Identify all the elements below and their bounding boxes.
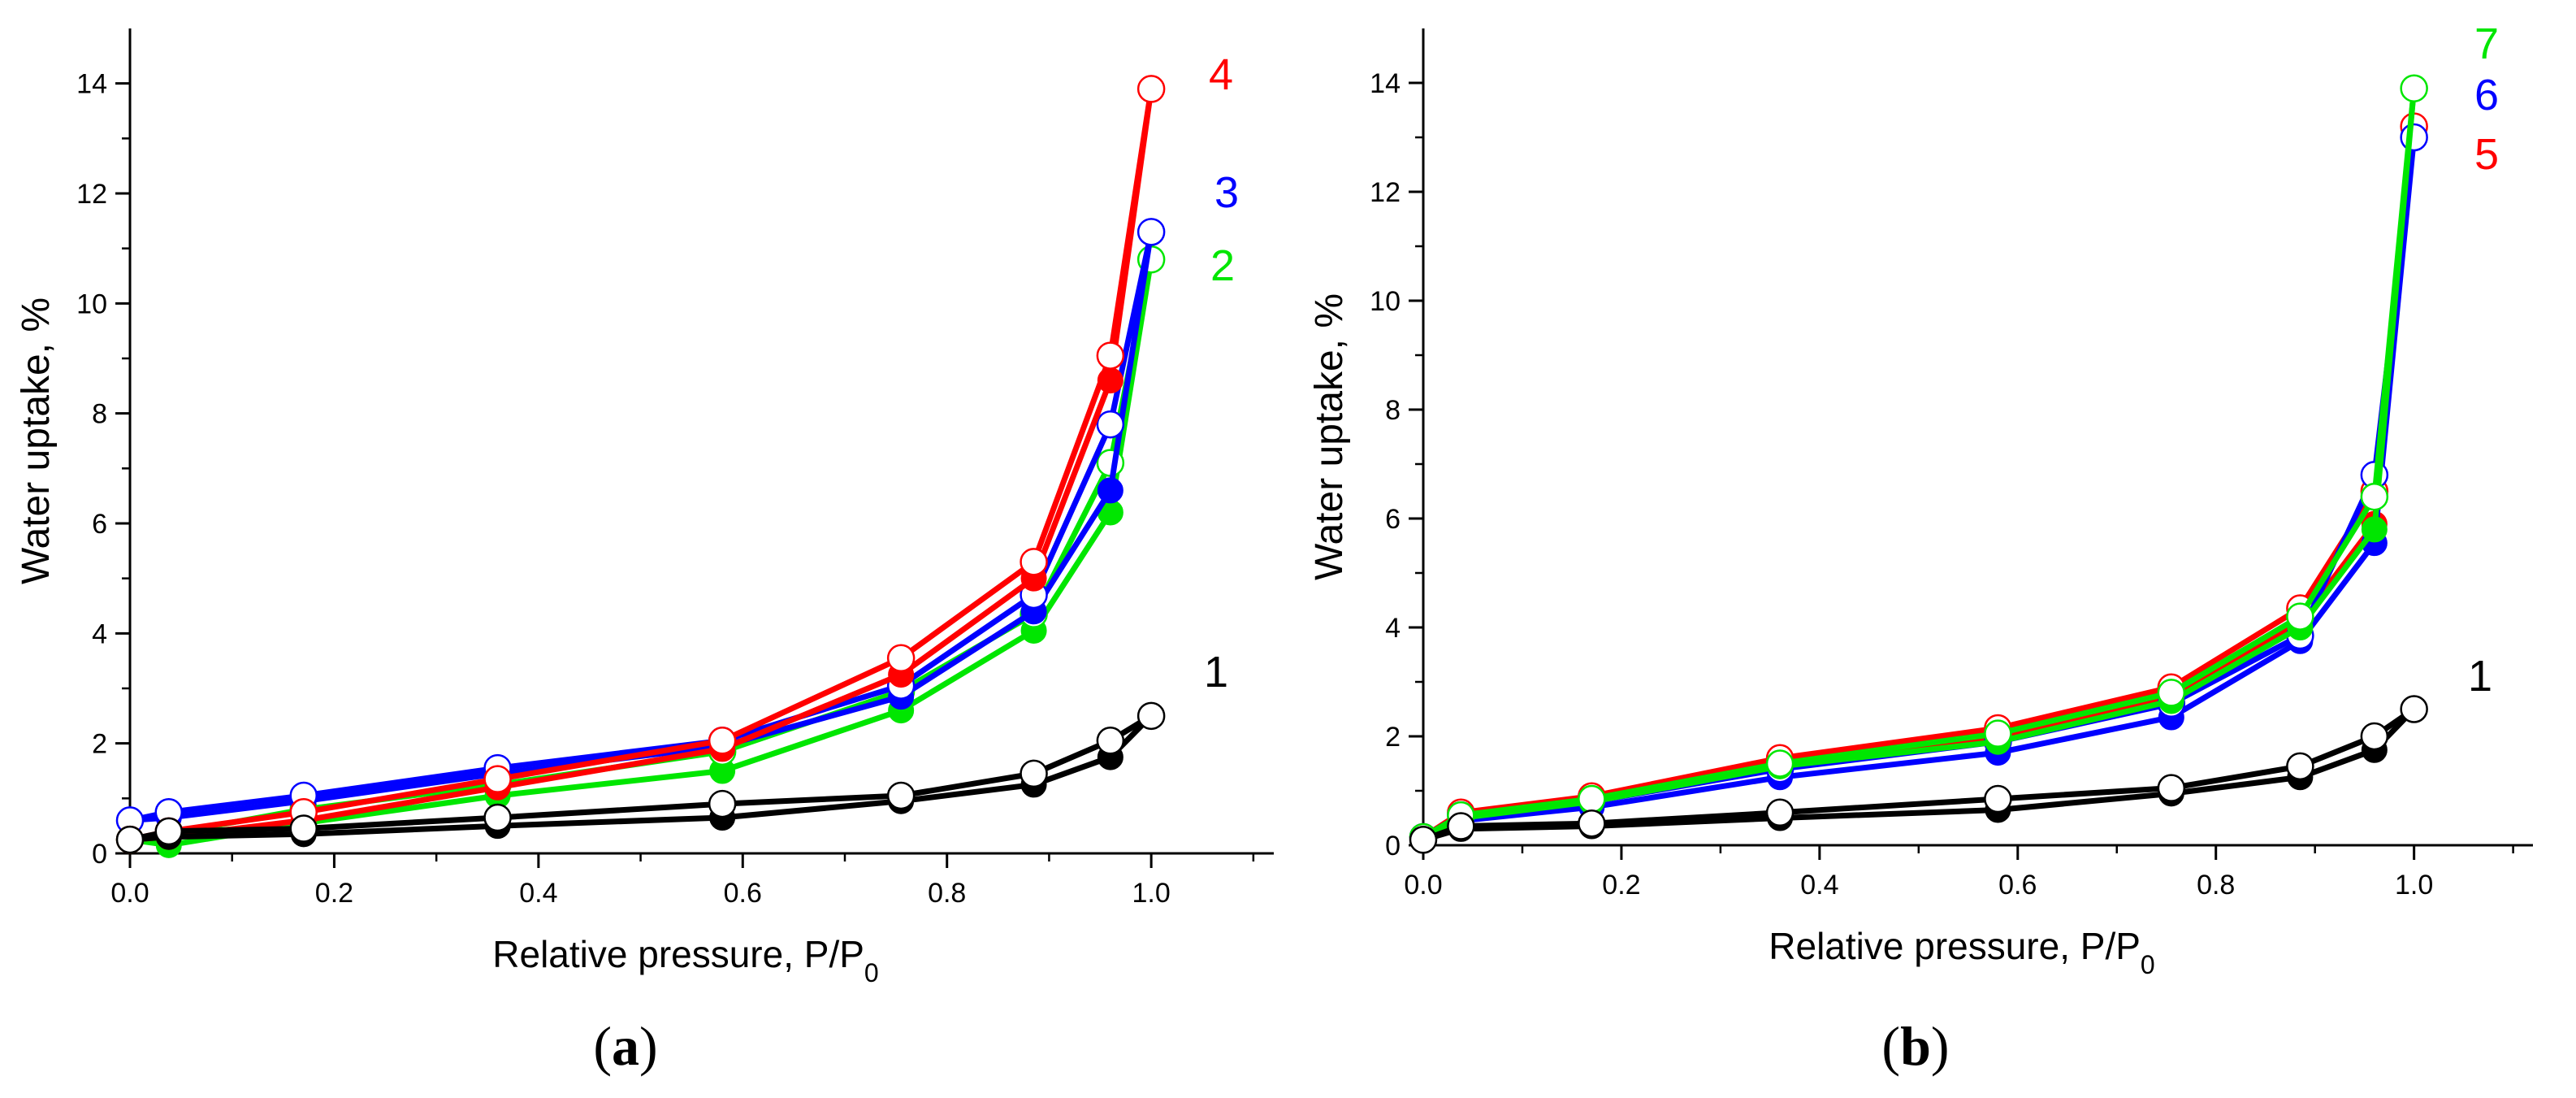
panel-a-series-1-desorption-point (1136, 701, 1166, 731)
panel-a-series-4-adsorption-point (1097, 367, 1123, 394)
panel-a-y-tick-label: 0 (92, 839, 107, 870)
panel-b-y-tick-label: 12 (1370, 177, 1401, 208)
panel-a-x-tick-label: 1.0 (1132, 878, 1171, 909)
panel-a-series-1-desorption-point (1096, 727, 1125, 755)
panel-b-y-axis-title: Water uptake, % (1308, 293, 1351, 580)
panel-b-x-tick-label: 0.0 (1404, 870, 1442, 901)
panel-b-curve-label-5: 5 (2474, 130, 2499, 179)
panel-a-y-tick-label: 6 (92, 509, 107, 540)
panel-a-series-1 (115, 701, 1166, 854)
panel-a-series-3-adsorption-point (1097, 477, 1123, 504)
panel-a-y-axis-title: Water uptake, % (15, 297, 58, 584)
panel-a-y-tick-label: 14 (76, 69, 107, 100)
panel-a-y-tick-label: 2 (92, 729, 107, 760)
panel-b-series-7-desorption-point (1984, 719, 2012, 748)
panel-a-series-4-desorption-point (483, 765, 512, 793)
panel-a-y-tick-label: 8 (92, 399, 107, 430)
panel-a-y-tick-label: 10 (76, 289, 107, 319)
panel-a-series-1-desorption-point (483, 803, 512, 832)
panel-a-series-4-desorption-point (708, 727, 737, 755)
panel-a-curve-label-4: 4 (1209, 50, 1233, 99)
panel-a-label: (a) (593, 1015, 657, 1077)
panel-a-x-tick-label: 0.6 (724, 878, 762, 909)
panel-a-series-1-desorption-point (886, 781, 916, 810)
panel-b-series-1-desorption-point (1447, 812, 1475, 840)
panel-a-series-1-desorption-point (1020, 759, 1048, 788)
panel-a-series-4-desorption-point (1020, 548, 1048, 576)
panel-b-series-1-desorption-point (2157, 774, 2186, 802)
panel-a-label-letter: a (612, 1015, 639, 1077)
panel-a-series-2-desorption-point (1096, 449, 1125, 477)
panel-a-series-3-desorption-point (1136, 218, 1166, 246)
panel-a-series-4-desorption-point (1096, 341, 1125, 370)
panel-b-series-7-desorption-point (2400, 74, 2428, 102)
panel-b-series-7-desorption-point (2360, 482, 2389, 511)
panel-b-label: (b) (1881, 1015, 1949, 1077)
panel-b-x-axis-subscript: 0 (2141, 950, 2155, 979)
panel-a-curve-label-2: 2 (1210, 241, 1235, 290)
panel-a-y-tick-label: 4 (92, 618, 107, 649)
panel-b-series-6-desorption-point (2400, 123, 2428, 152)
panel-b-curve-label-1: 1 (2468, 652, 2492, 701)
panel-b-series-1-desorption-point (1578, 809, 1606, 838)
panel-b-series-7-desorption-point (1765, 749, 1795, 778)
panel-b-series-1-desorption-point (2360, 722, 2389, 751)
panel-a-series-4-desorption-point (1136, 75, 1166, 103)
panel-a-x-tick-label: 0.4 (519, 878, 557, 909)
panel-b-series-1-desorption-point (2286, 752, 2314, 781)
panel-b-x-tick-label: 0.8 (2197, 870, 2235, 901)
panel-b-y-tick-label: 4 (1385, 613, 1401, 644)
panel-a-series-1-desorption-point (708, 789, 737, 818)
panel-b-series-1 (1409, 695, 2428, 854)
panel-b-x-tick-label: 0.2 (1602, 870, 1640, 901)
panel-b-label-letter: b (1900, 1015, 1931, 1077)
panel-b-series-7-desorption-point (1578, 784, 1606, 814)
panel-b-series-7-desorption-point (2157, 679, 2186, 707)
panel-b-curve-label-7: 7 (2474, 20, 2499, 68)
panel-b-series-7 (1409, 74, 2428, 852)
panel-a-x-tick-label: 0.2 (315, 878, 353, 909)
panel-b-y-tick-label: 8 (1385, 395, 1401, 426)
panel-a-curve-label-3: 3 (1214, 168, 1239, 217)
panel-b-y-tick-label: 14 (1370, 68, 1401, 99)
panel-b-y-tick-label: 2 (1385, 722, 1401, 753)
panel-b-series-1-desorption-point (1765, 798, 1795, 827)
panel-b-y-tick-label: 10 (1370, 286, 1401, 317)
panel-a-series-4-desorption-point (886, 644, 916, 673)
panel-b-y-tick-label: 0 (1385, 831, 1401, 861)
panel-b-series-7-desorption-point (2286, 602, 2314, 631)
panel-b-x-tick-label: 0.4 (1800, 870, 1838, 901)
panel-a-y-tick-label: 12 (76, 179, 107, 210)
panel-b-series-1-desorption-point (1409, 826, 1438, 854)
panel-a-series-4 (115, 75, 1166, 854)
panel-b-series-1-desorption-point (1984, 784, 2012, 814)
panel-b-curve-label-6: 6 (2474, 71, 2499, 119)
panel-b-series-7-adsorption-point (2361, 516, 2388, 543)
panel-a-series-3-desorption-point (1096, 410, 1125, 439)
panel-a-series-1-desorption-point (154, 817, 184, 846)
panel-a-series-1-desorption-point (289, 814, 318, 843)
panel-a-x-tick-label: 0.8 (928, 878, 966, 909)
panel-a-x-axis-subscript: 0 (864, 958, 879, 987)
panel-a-series-1-desorption-point (115, 825, 145, 854)
panel-b-x-tick-label: 1.0 (2395, 870, 2433, 901)
panel-b-x-tick-label: 0.6 (1998, 870, 2037, 901)
panel-a-x-tick-label: 0.0 (110, 878, 149, 909)
panel-a-curve-label-1: 1 (1204, 648, 1228, 697)
panel-b-y-tick-label: 6 (1385, 504, 1401, 535)
panel-b-series-1-desorption-point (2400, 695, 2428, 723)
